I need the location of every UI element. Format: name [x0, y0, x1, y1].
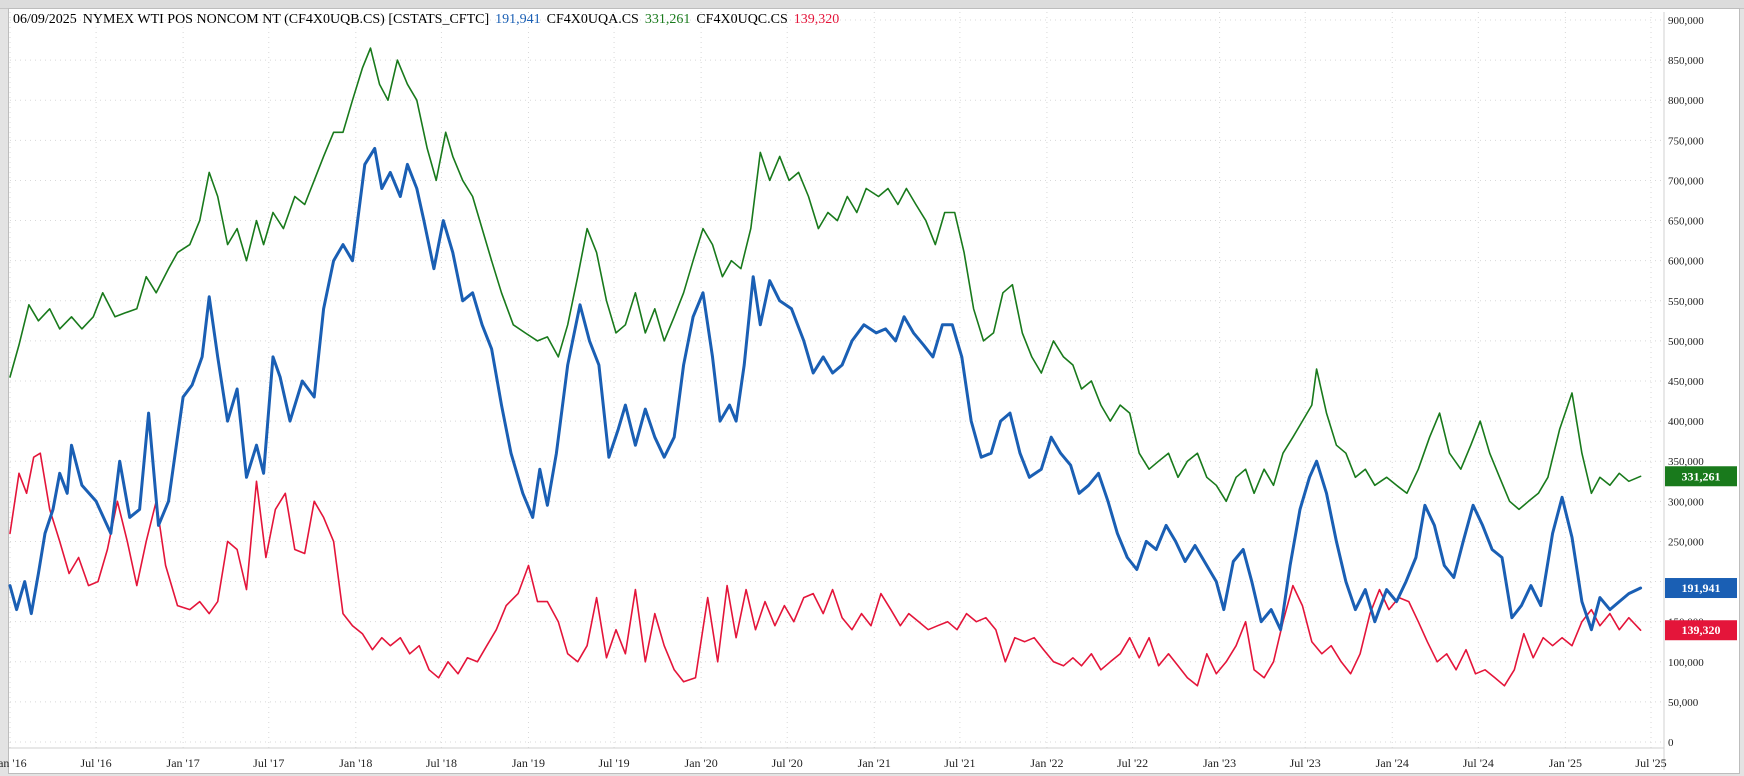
x-tick-label: Jan '19 — [512, 756, 545, 770]
x-tick-label: Jan '18 — [339, 756, 372, 770]
series-lines — [8, 47, 1643, 687]
header-series-b-value: 191,941 — [495, 12, 541, 27]
last-value-badges: 191,941 331,261 139,320 — [1665, 466, 1737, 641]
y-tick-label: 500,000 — [1668, 336, 1704, 348]
badge-background — [1665, 620, 1737, 641]
header-series-c-label: CF4X0UQC.CS — [696, 12, 788, 27]
x-tick-label: Jul '25 — [1635, 756, 1666, 770]
y-tick-label: 0 — [1668, 737, 1674, 749]
plot-frame[interactable] — [8, 8, 1740, 774]
x-tick-label: Jul '16 — [81, 756, 112, 770]
y-tick-label: 250,000 — [1668, 536, 1704, 548]
grid-lines — [9, 12, 1664, 748]
y-tick-label: 350,000 — [1668, 456, 1704, 468]
y-tick-label: 100,000 — [1668, 657, 1704, 669]
series-line-cf4x0uqa-cs — [9, 47, 1642, 511]
x-tick-label: Jul '20 — [772, 756, 803, 770]
x-tick-label: Jul '24 — [1463, 756, 1494, 770]
x-tick-label: Jul '22 — [1117, 756, 1148, 770]
header-series-a-label: CF4X0UQA.CS — [546, 12, 639, 27]
y-tick-label: 850,000 — [1668, 55, 1704, 67]
x-tick-label: Jul '18 — [426, 756, 457, 770]
series-line-cf4x0uqc-cs — [9, 452, 1642, 687]
badge-background — [1665, 578, 1737, 599]
header-date: 06/09/2025 — [13, 12, 77, 27]
x-axis: Jan '16 Jul '16 Jan '17 Jul '17 Jan '18 Jul '… — [0, 747, 1667, 770]
badge-value: 331,261 — [1682, 469, 1721, 483]
y-tick-label: 400,000 — [1668, 416, 1704, 428]
series-line-cf4x0uqb-cs — [8, 146, 1643, 632]
y-tick-label: 700,000 — [1668, 175, 1704, 187]
chart-header: 06/09/2025 NYMEX WTI POS NONCOM NT (CF4X0… — [13, 12, 845, 28]
y-tick-label: 450,000 — [1668, 376, 1704, 388]
badge-background — [1665, 466, 1737, 487]
x-tick-label: Jul '21 — [944, 756, 975, 770]
x-tick-label: Jul '23 — [1290, 756, 1321, 770]
x-tick-label: Jan '24 — [1376, 756, 1409, 770]
x-tick-label: Jan '23 — [1203, 756, 1236, 770]
x-tick-label: Jan '21 — [858, 756, 891, 770]
last-value-badge-cf4x0uqb-cs: 191,941 — [1665, 578, 1737, 599]
x-tick-label: Jan '20 — [685, 756, 718, 770]
x-tick-label: Jan '16 — [0, 756, 27, 770]
header-series-a-value: 331,261 — [644, 12, 691, 27]
y-axis: 050,000100,000150,000200,000250,000300,0… — [1663, 12, 1704, 770]
x-tick-label: Jan '22 — [1030, 756, 1063, 770]
last-value-badge-cf4x0uqa-cs: 331,261 — [1665, 466, 1737, 487]
badge-value: 139,320 — [1682, 623, 1721, 637]
y-tick-label: 50,000 — [1668, 697, 1699, 709]
y-tick-label: 900,000 — [1668, 15, 1704, 27]
y-tick-label: 650,000 — [1668, 216, 1704, 228]
header-series-c-value: 139,320 — [793, 12, 840, 27]
x-tick-label: Jul '17 — [253, 756, 284, 770]
x-tick-label: Jan '17 — [167, 756, 200, 770]
y-tick-label: 600,000 — [1668, 256, 1704, 268]
x-tick-label: Jul '19 — [598, 756, 629, 770]
y-tick-label: 550,000 — [1668, 296, 1704, 308]
y-tick-label: 750,000 — [1668, 135, 1704, 147]
last-value-badge-cf4x0uqc-cs: 139,320 — [1665, 620, 1737, 641]
badge-value: 191,941 — [1682, 581, 1721, 595]
header-title: NYMEX WTI POS NONCOM NT (CF4X0UQB.CS) [C… — [82, 12, 490, 27]
x-tick-label: Jan '25 — [1549, 756, 1582, 770]
y-tick-label: 800,000 — [1668, 95, 1704, 107]
y-tick-label: 300,000 — [1668, 496, 1704, 508]
